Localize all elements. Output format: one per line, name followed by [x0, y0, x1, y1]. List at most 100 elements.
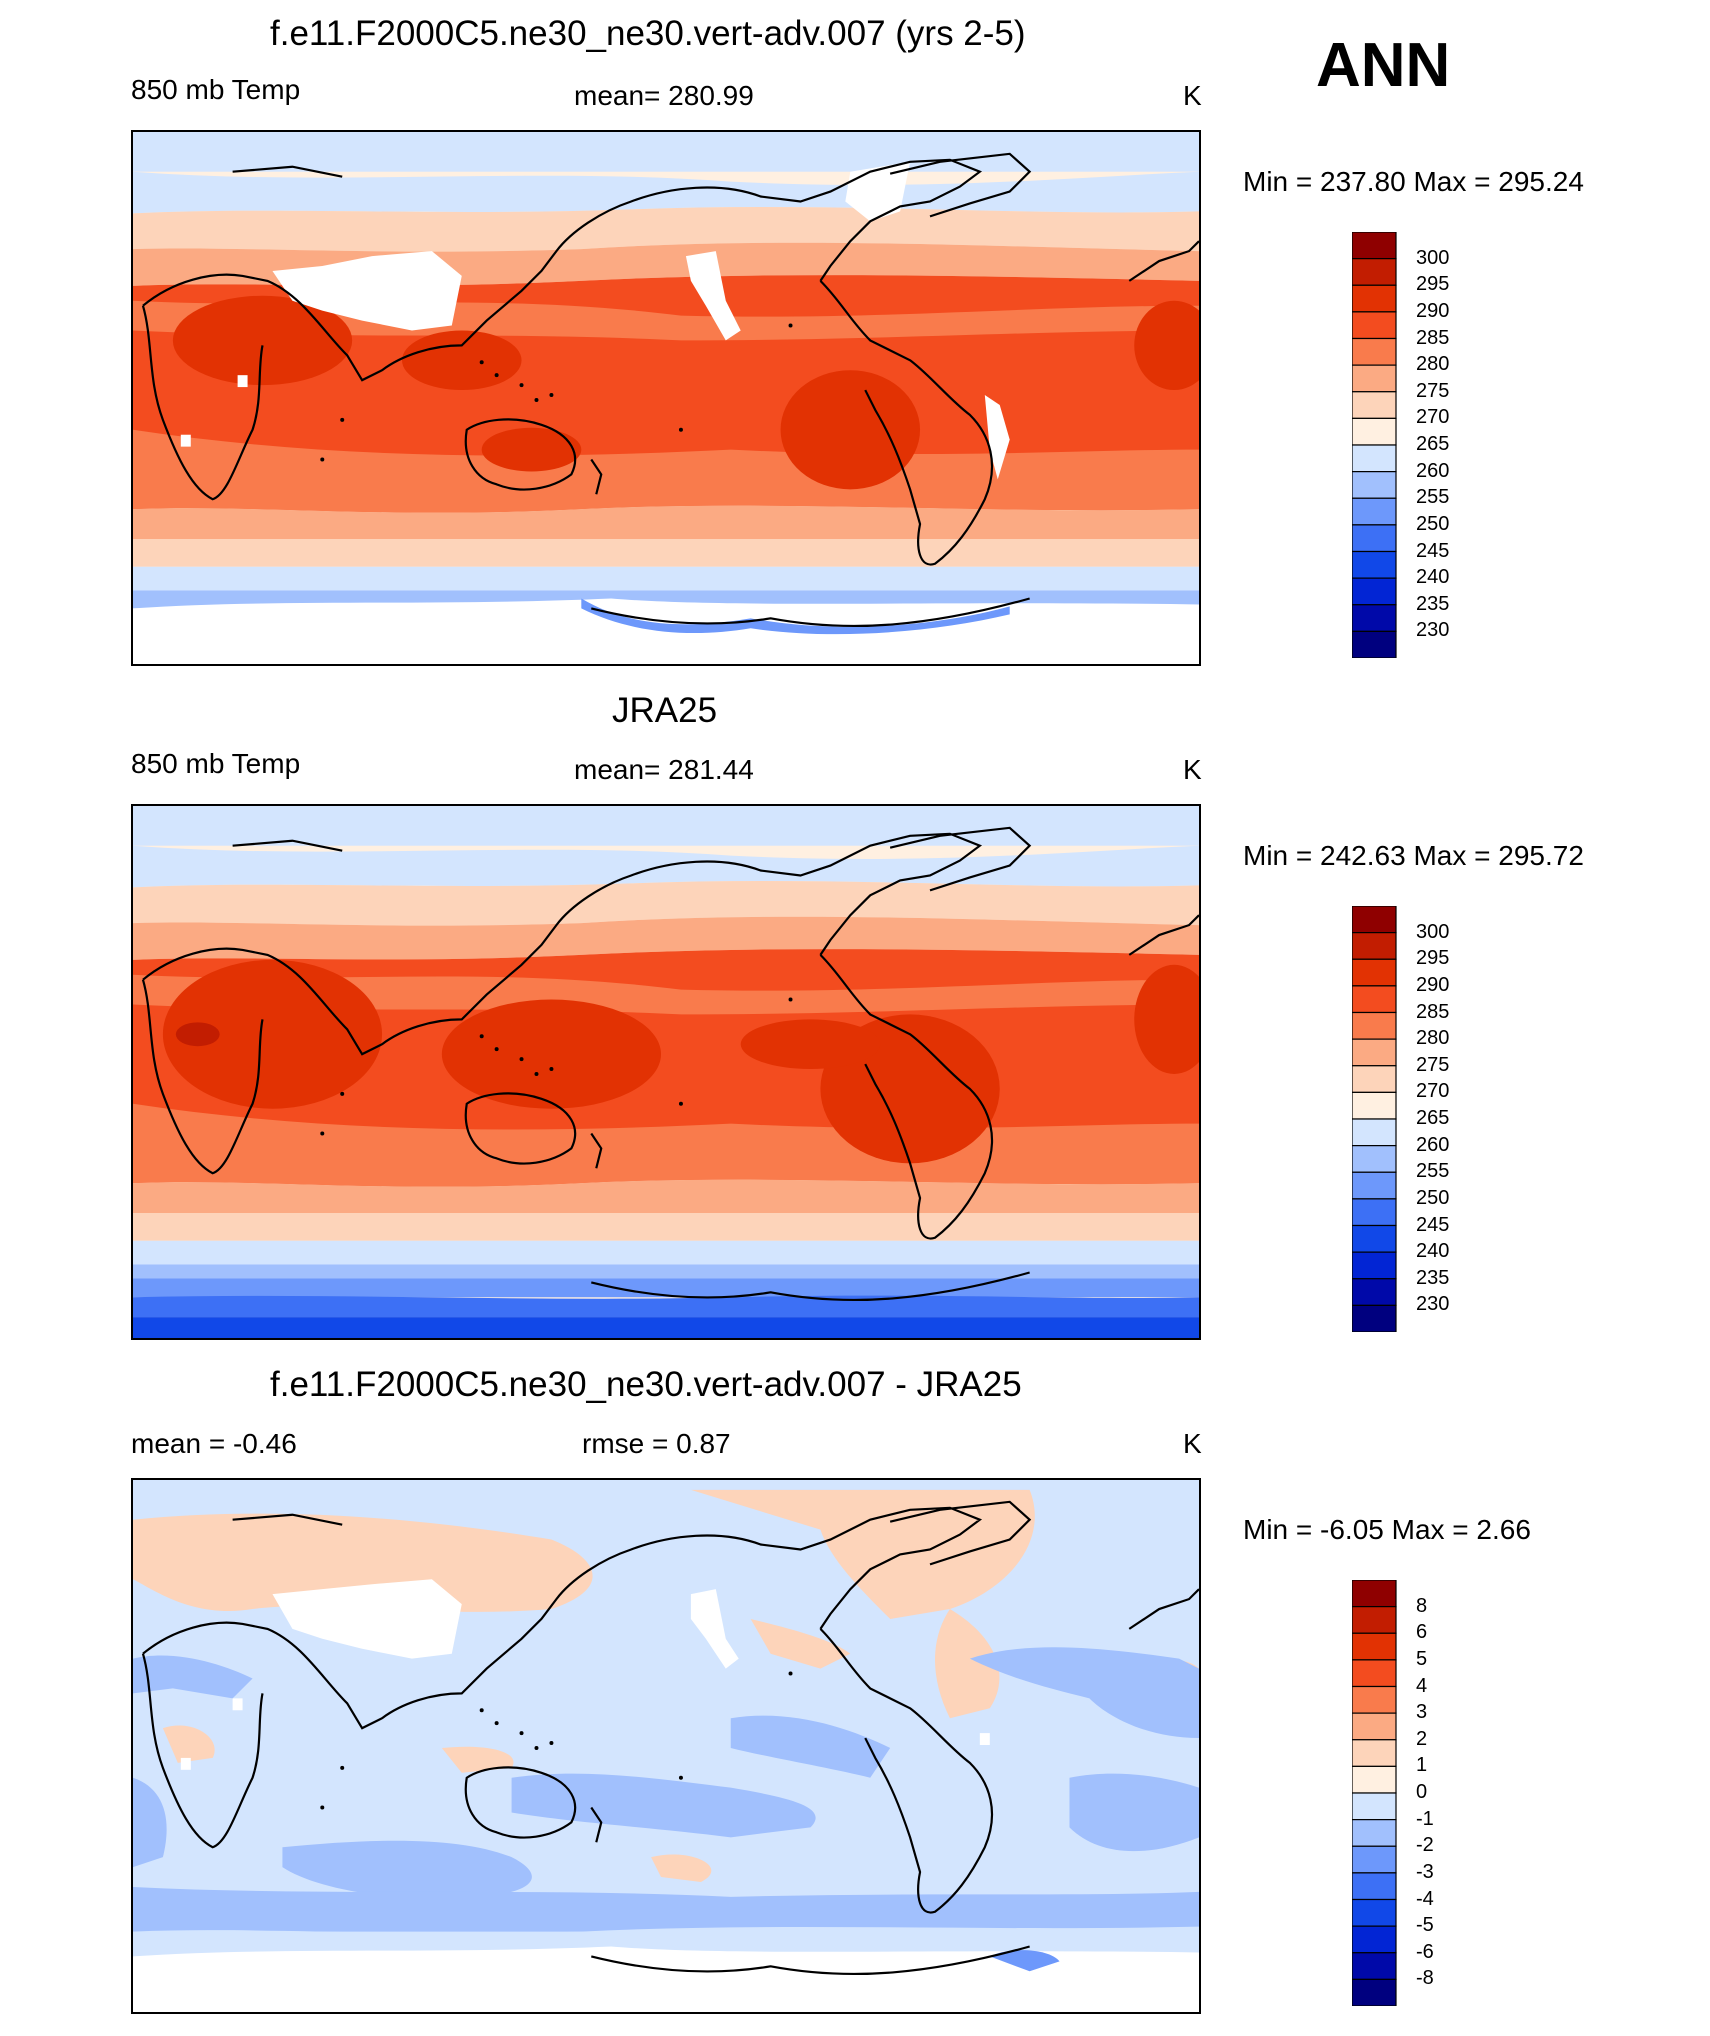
colorbar-tick-label: 8: [1416, 1594, 1428, 1617]
colorbar-swatch: [1352, 958, 1397, 987]
panel-2-units-label: K: [1183, 754, 1202, 785]
colorbar-tick-label: -2: [1416, 1834, 1434, 1857]
colorbar-tick-label: 255: [1416, 486, 1450, 509]
panel-1-colorbar: [1352, 232, 1397, 658]
colorbar-tick-label: 295: [1416, 947, 1450, 970]
colorbar-tick-label: 2: [1416, 1727, 1428, 1750]
colorbar-swatch: [1352, 1224, 1397, 1253]
colorbar-tick-label: 265: [1416, 433, 1450, 455]
panel-3-map: [131, 1478, 1201, 2014]
colorbar-swatch: [1352, 417, 1397, 446]
panel-3-rmse-label: rmse = 0.87: [582, 1428, 731, 1459]
colorbar-swatch: [1352, 497, 1397, 526]
colorbar-swatch: [1352, 1792, 1397, 1821]
colorbar-swatch: [1352, 577, 1397, 606]
difference-map: [133, 1480, 1199, 2012]
colorbar-swatch: [1352, 1685, 1397, 1714]
panel-1-map: [131, 130, 1201, 666]
panel-3-colorbar-swatches: [1352, 1580, 1397, 2006]
panel-2-variable-label: 850 mb Temp: [131, 748, 301, 779]
panel-3-minmax-label: Min = -6.05 Max = 2.66: [1243, 1514, 1531, 1545]
colorbar-tick-label: 245: [1416, 539, 1450, 562]
colorbar-swatch: [1352, 258, 1397, 286]
colorbar-swatch: [1352, 1952, 1397, 1980]
colorbar-swatch: [1352, 284, 1397, 313]
colorbar-swatch: [1352, 1278, 1397, 1306]
colorbar-tick-label: 295: [1416, 273, 1450, 296]
colorbar-swatch: [1352, 1065, 1397, 1093]
colorbar-tick-label: 235: [1416, 592, 1450, 615]
colorbar-tick-label: 1: [1416, 1754, 1428, 1777]
colorbar-tick-label: 235: [1416, 1266, 1450, 1289]
colorbar-tick-label: 245: [1416, 1213, 1450, 1236]
colorbar-tick-label: 250: [1416, 512, 1450, 535]
colorbar-tick-label: -1: [1416, 1807, 1434, 1830]
colorbar-tick-label: 285: [1416, 326, 1450, 349]
panel-1-colorbar-ticks: 300 295 290 285 280 275 270 265 260 255 250 245 240 2…: [1416, 232, 1496, 658]
colorbar-swatch: [1352, 391, 1397, 419]
colorbar-swatch: [1352, 1819, 1397, 1847]
colorbar-tick-label: 230: [1416, 619, 1450, 642]
colorbar-swatch: [1352, 364, 1397, 393]
colorbar-tick-label: 6: [1416, 1621, 1428, 1644]
colorbar-tick-label: 0: [1416, 1781, 1428, 1803]
colorbar-swatch: [1352, 604, 1397, 632]
panel-1-title: f.e11.F2000C5.ne30_ne30.vert-adv.007 (yr…: [270, 14, 1026, 53]
colorbar-tick-label: 300: [1416, 920, 1450, 943]
colorbar-tick-label: -6: [1416, 1940, 1434, 1963]
panel-1-minmax-label: Min = 237.80 Max = 295.24: [1243, 166, 1584, 197]
panel-1-colorbar-swatches: [1352, 232, 1397, 658]
panel-2-title: JRA25: [612, 691, 718, 730]
panel-3-units-label: K: [1183, 1428, 1202, 1459]
colorbar-swatch: [1352, 232, 1397, 260]
colorbar-tick-label: -3: [1416, 1860, 1434, 1883]
colorbar-swatch: [1352, 337, 1397, 366]
colorbar-tick-label: 260: [1416, 459, 1450, 482]
colorbar-tick-label: -8: [1416, 1967, 1434, 1990]
colorbar-tick-label: 240: [1416, 1240, 1450, 1263]
colorbar-tick-label: 285: [1416, 1000, 1450, 1023]
colorbar-tick-label: 270: [1416, 1080, 1450, 1103]
colorbar-tick-label: 250: [1416, 1186, 1450, 1209]
colorbar-swatch: [1352, 1198, 1397, 1227]
colorbar-tick-label: 5: [1416, 1647, 1428, 1670]
colorbar-swatch: [1352, 471, 1397, 499]
panel-1-mean-label: mean= 280.99: [574, 80, 754, 111]
panel-1-units-label: K: [1183, 80, 1202, 111]
colorbar-swatch: [1352, 1632, 1397, 1661]
panel-2-map: [131, 804, 1201, 1340]
colorbar-tick-label: 300: [1416, 246, 1450, 269]
reanalysis-temperature-map: [133, 806, 1199, 1338]
season-label: ANN: [1316, 31, 1451, 100]
colorbar-swatch: [1352, 1925, 1397, 1954]
model-temperature-map: [133, 132, 1199, 664]
colorbar-swatch: [1352, 1118, 1397, 1147]
colorbar-tick-label: 255: [1416, 1160, 1450, 1183]
colorbar-swatch: [1352, 1171, 1397, 1200]
colorbar-swatch: [1352, 1898, 1397, 1927]
colorbar-swatch: [1352, 311, 1397, 340]
colorbar-swatch: [1352, 1145, 1397, 1173]
colorbar-swatch: [1352, 1739, 1397, 1767]
colorbar-swatch: [1352, 630, 1397, 658]
colorbar-swatch: [1352, 1712, 1397, 1741]
colorbar-tick-label: 275: [1416, 379, 1450, 402]
panel-3-title: f.e11.F2000C5.ne30_ne30.vert-adv.007 - J…: [270, 1365, 1022, 1404]
panel-2-minmax-label: Min = 242.63 Max = 295.72: [1243, 840, 1584, 871]
colorbar-tick-label: -5: [1416, 1914, 1434, 1937]
panel-1-variable-label: 850 mb Temp: [131, 74, 301, 105]
panel-3-mean-label: mean = -0.46: [131, 1428, 297, 1459]
colorbar-tick-label: -4: [1416, 1887, 1434, 1910]
panel-2-colorbar-swatches: [1352, 906, 1397, 1332]
colorbar-swatch: [1352, 1011, 1397, 1040]
panel-2-colorbar-ticks: 300 295 290 285 280 275 270 265 260 255 250 245 240 2…: [1416, 906, 1496, 1332]
panel-3-colorbar: [1352, 1580, 1397, 2006]
panel-2-mean-label: mean= 281.44: [574, 754, 754, 785]
colorbar-swatch: [1352, 550, 1397, 579]
colorbar-swatch: [1352, 1978, 1397, 2006]
colorbar-swatch: [1352, 1580, 1397, 1608]
colorbar-swatch: [1352, 1659, 1397, 1688]
colorbar-swatch: [1352, 524, 1397, 553]
colorbar-swatch: [1352, 985, 1397, 1014]
colorbar-tick-label: 240: [1416, 566, 1450, 589]
